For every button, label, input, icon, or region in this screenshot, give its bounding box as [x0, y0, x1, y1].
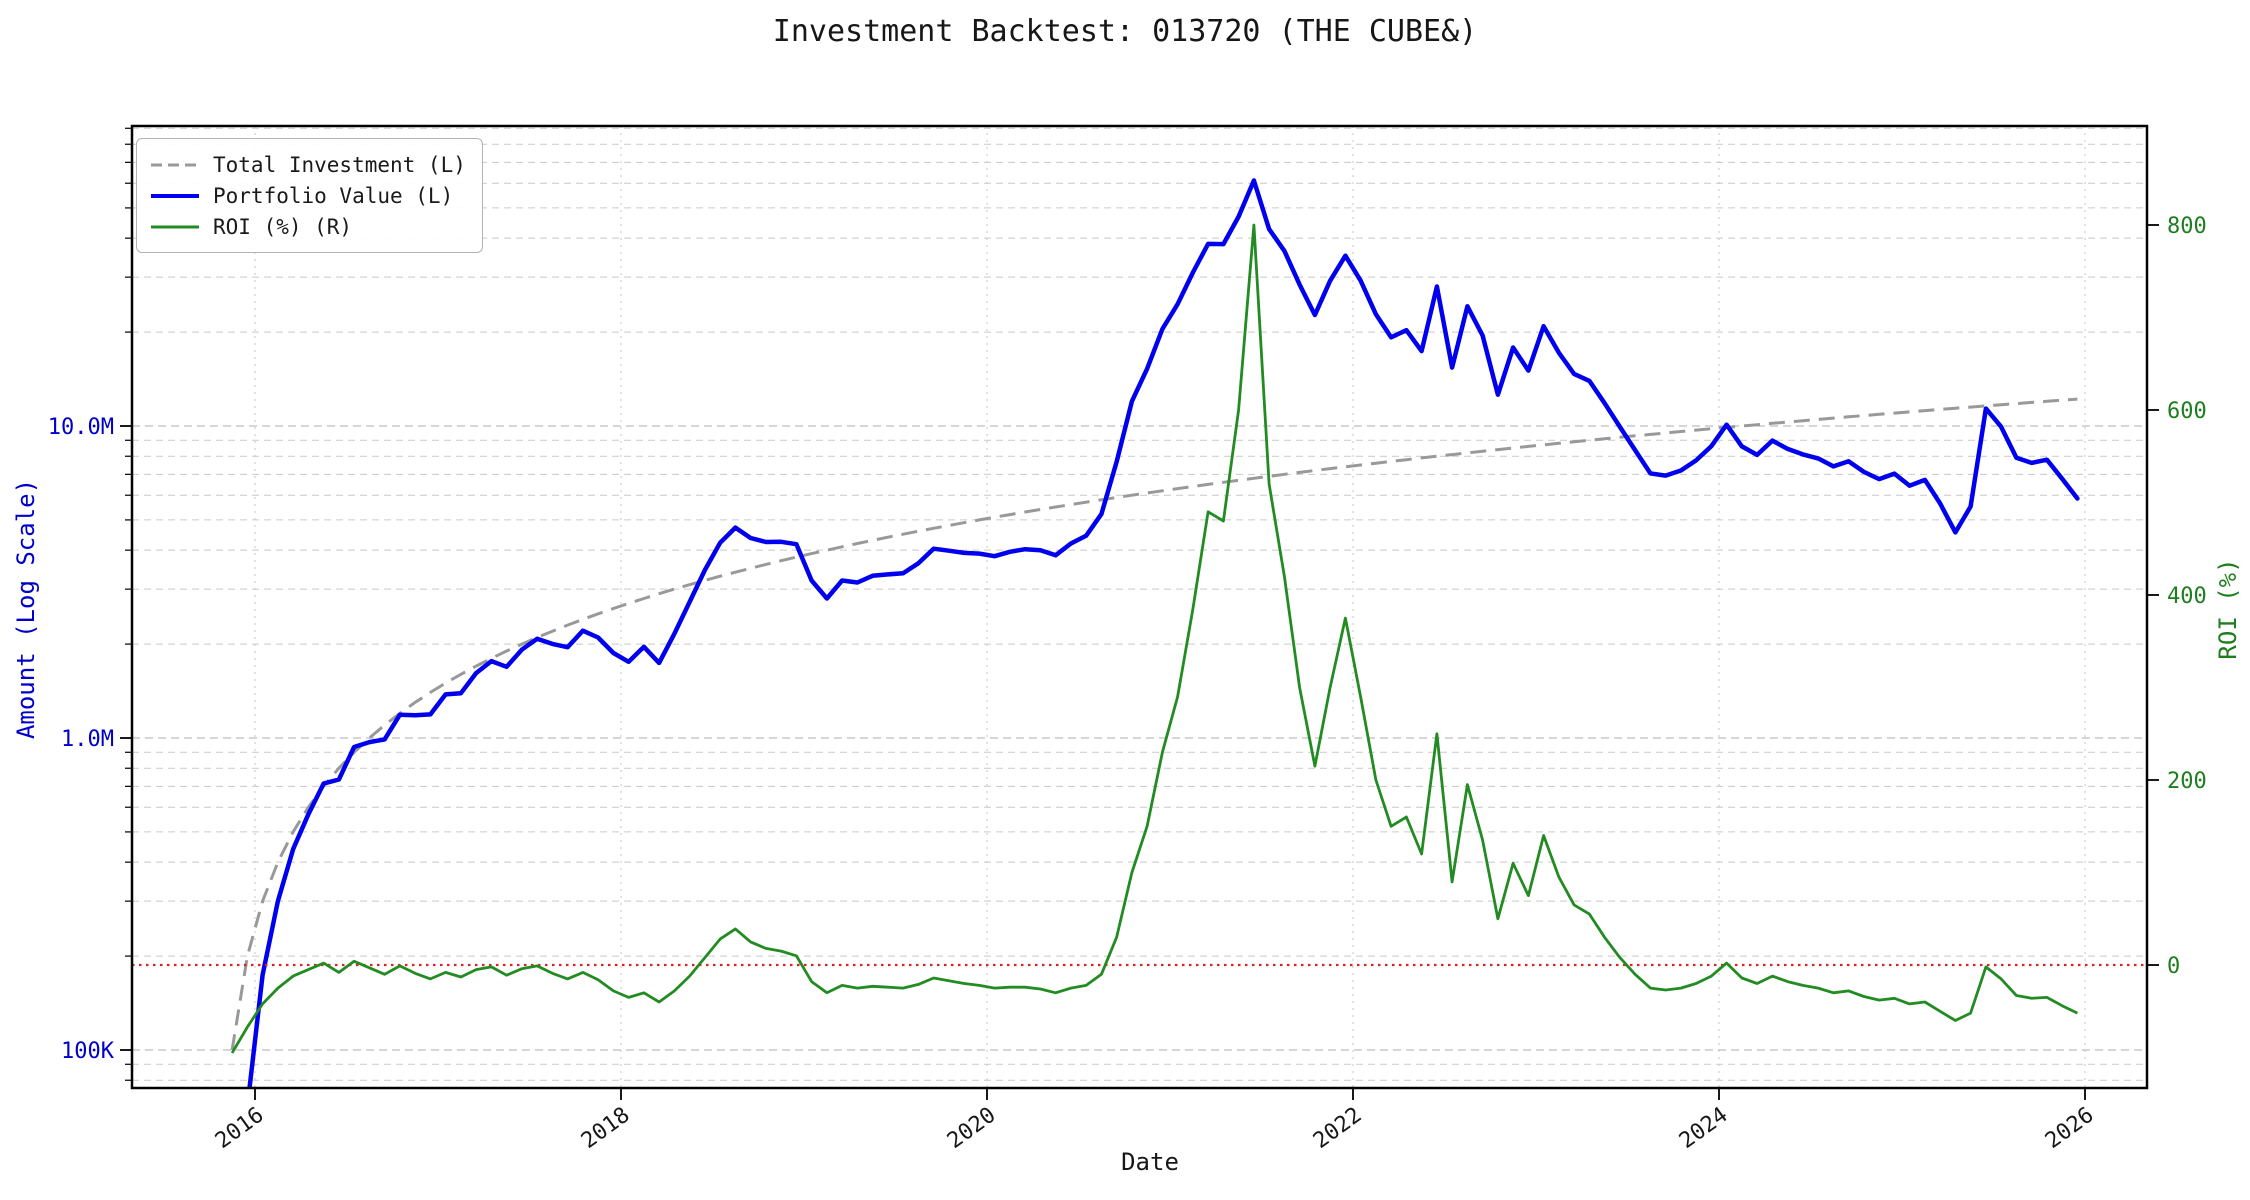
x-tick-label: 2020	[943, 1103, 1001, 1154]
x-tick-label: 2026	[2041, 1103, 2099, 1154]
x-axis-label: Date	[1121, 1148, 1179, 1176]
left-tick-label: 100K	[61, 1039, 115, 1064]
legend-item: ROI (%) (R)	[149, 211, 466, 242]
right-tick-label: 800	[2167, 214, 2207, 239]
legend-line-swatch	[151, 163, 199, 166]
series-line-total-investment	[230, 397, 2078, 1051]
left-tick-label: 1.0M	[61, 727, 114, 752]
series-line-portfolio-value	[247, 178, 2080, 1088]
left-tick-label: 10.0M	[48, 415, 114, 440]
series-line-roi	[230, 223, 2079, 1054]
legend-item: Total Investment (L)	[149, 149, 466, 180]
right-tick-label: 400	[2167, 584, 2207, 609]
chart-title: Investment Backtest: 013720 (THE CUBE&)	[772, 14, 1478, 49]
series-group	[132, 178, 2147, 1088]
legend-item: Portfolio Value (L)	[149, 180, 466, 211]
right-axis-label: ROI (%)	[2214, 558, 2242, 660]
x-tick-label: 2022	[1309, 1103, 1367, 1154]
legend: Total Investment (L) Portfolio Value (L) R…	[136, 138, 483, 253]
x-tick-label: 2018	[577, 1103, 635, 1154]
right-tick-label: 0	[2167, 954, 2180, 979]
legend-item-label: Portfolio Value (L)	[213, 183, 454, 208]
legend-item-label: ROI (%) (R)	[213, 214, 353, 239]
plot-grid	[132, 126, 2147, 1088]
x-tick-label: 2016	[211, 1103, 269, 1154]
legend-line-swatch	[151, 225, 199, 228]
legend-line-swatch	[151, 193, 199, 198]
left-axis-label: Amount (Log Scale)	[12, 478, 40, 740]
x-tick-label: 2024	[1675, 1103, 1733, 1154]
right-tick-label: 600	[2167, 399, 2207, 424]
legend-item-label: Total Investment (L)	[213, 152, 466, 177]
right-tick-label: 200	[2167, 769, 2207, 794]
plot-border	[130, 124, 2149, 1090]
